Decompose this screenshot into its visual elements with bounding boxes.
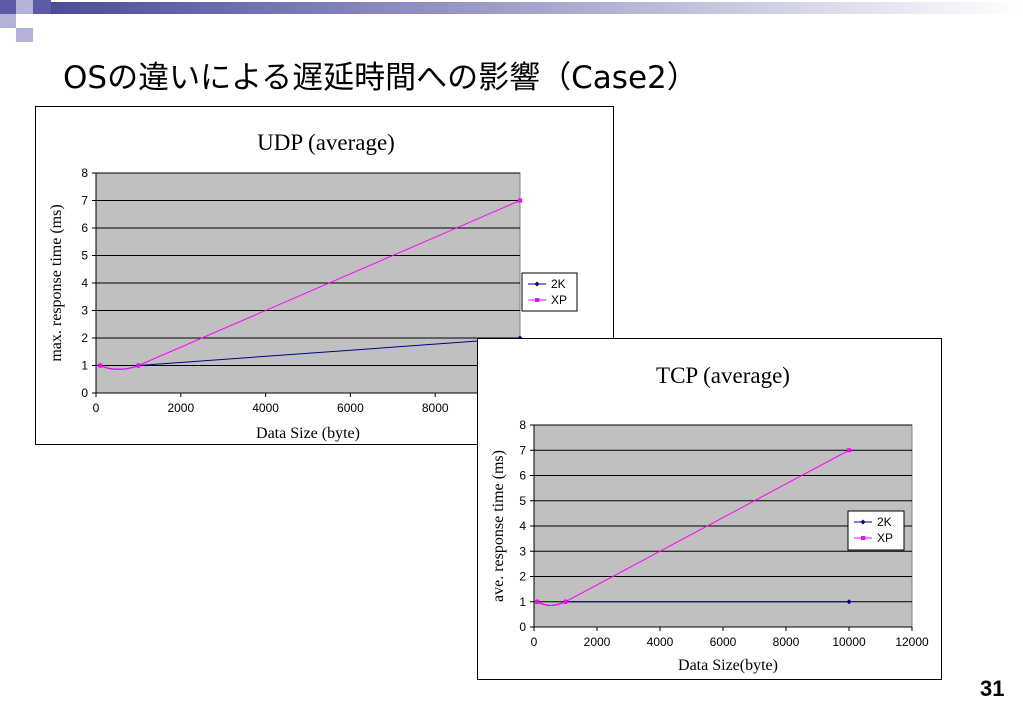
slide-title: OSの違いによる遅延時間への影響（Case2） [63,60,698,96]
legend-label-2k: 2K [551,277,566,291]
y-tick-label: 4 [81,276,88,290]
y-tick-label: 2 [519,570,526,584]
chart-title: UDP (average) [257,130,395,155]
y-tick-label: 0 [519,620,526,634]
x-tick-label: 4000 [252,401,279,415]
legend-marker-xp [861,536,865,540]
data-point-xp [518,198,522,203]
y-tick-label: 4 [519,519,526,533]
header-square-dark-2 [33,0,51,14]
y-tick-label: 8 [519,418,526,432]
y-axis-label: max. response time (ms) [48,204,65,361]
y-tick-label: 8 [81,166,88,180]
x-axis-label: Data Size(byte) [678,657,778,674]
y-tick-label: 6 [81,221,88,235]
y-tick-label: 3 [519,544,526,558]
y-tick-label: 1 [81,359,88,373]
x-tick-label: 12000 [895,635,929,649]
legend-marker-2k [534,281,540,287]
data-point-xp [535,599,540,604]
y-axis-label: ave. response time (ms) [490,450,507,602]
legend-label-2k: 2K [877,515,892,529]
x-tick-label: 0 [531,635,538,649]
y-tick-label: 5 [81,249,88,263]
x-tick-label: 10000 [832,635,866,649]
y-tick-label: 0 [81,386,88,400]
x-tick-label: 8000 [422,401,449,415]
header-square-dark-3 [16,28,33,42]
legend-label-xp: XP [877,531,893,545]
data-point-xp [136,363,141,368]
x-tick-label: 6000 [710,635,737,649]
y-tick-label: 2 [81,331,88,345]
data-point-2k [846,599,852,605]
legend [847,510,905,551]
tcp-chart-svg: TCP (average) 0 1 2 3 4 5 6 7 8 0 2000 4000 6000 8000 1… [490,363,929,674]
x-tick-label: 6000 [337,401,364,415]
udp-chart-svg: UDP (average)012345678020004000600080001… [48,130,578,442]
x-tick-label: 8000 [773,635,800,649]
data-point-xp [563,599,568,604]
y-tick-label: 1 [519,595,526,609]
header-square-dark [0,0,16,14]
x-tick-label: 2000 [584,635,611,649]
udp-chart: UDP (average)012345678020004000600080001… [35,106,614,445]
data-point-xp [847,448,851,453]
x-tick-label: 2000 [167,401,194,415]
legend-marker-xp [535,298,539,302]
legend-marker-2k [860,519,866,525]
y-tick-label: 7 [519,443,526,457]
legend-label-xp: XP [551,293,567,307]
header-square-light-2 [0,14,16,28]
y-tick-label: 7 [81,194,88,208]
tcp-chart: TCP (average) 0 1 2 3 4 5 6 7 8 0 2000 4000 6000 8000 1… [477,338,942,680]
y-tick-label: 3 [81,304,88,318]
x-tick-label: 0 [93,401,100,415]
legend [521,272,578,312]
x-axis-label: Data Size (byte) [256,425,360,442]
chart-title: TCP (average) [656,363,790,388]
x-tick-label: 4000 [647,635,674,649]
slide-number: 31 [980,676,1005,701]
data-point-xp [98,363,103,368]
header-band [51,2,1023,14]
y-tick-label: 5 [519,494,526,508]
header-square-light [16,0,33,14]
y-tick-label: 6 [519,469,526,483]
